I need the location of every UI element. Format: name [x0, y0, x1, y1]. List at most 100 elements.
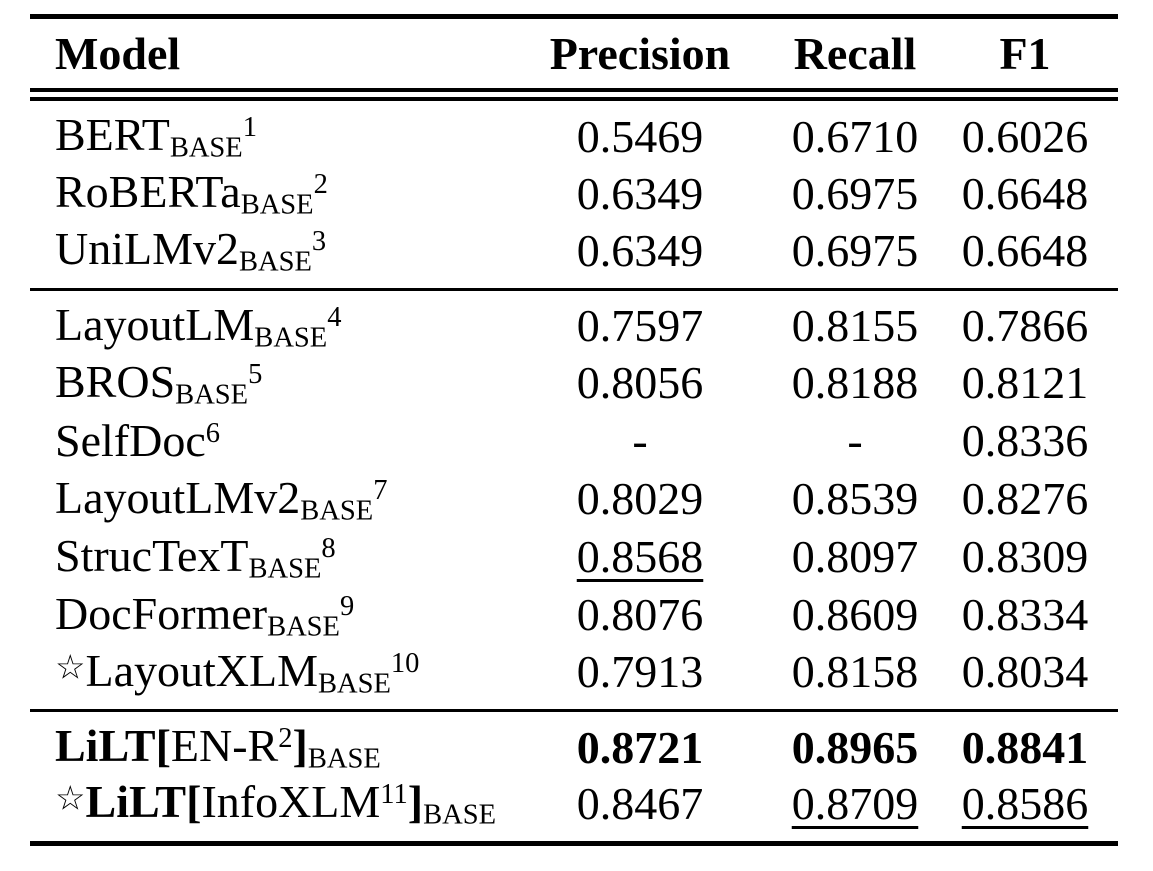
- metric-value: 0.8309: [961, 531, 1089, 583]
- model-results-table: Model Precision Recall F1 BERTBASE1 0.546…: [30, 14, 1118, 846]
- metric-value: 0.8539: [791, 473, 919, 525]
- model-name-cell: ☆LiLT[InfoXLM11]BASE: [30, 775, 502, 843]
- metric-value: 0.7597: [576, 300, 704, 352]
- metric-value: 0.5469: [576, 110, 704, 162]
- value-cell-f1: 0.8336: [932, 412, 1118, 470]
- footnote-superscript: 5: [248, 358, 263, 390]
- table-row: DocFormerBASE9 0.8076 0.8609 0.8334: [30, 586, 1118, 644]
- footnote-superscript: 2: [313, 168, 328, 200]
- metric-value: 0.6975: [791, 224, 919, 276]
- value-cell-recall: 0.8539: [778, 470, 932, 528]
- model-subscript: BASE: [169, 132, 243, 164]
- footnote-superscript: 3: [311, 226, 327, 258]
- value-cell-recall: 0.6975: [778, 164, 932, 222]
- table-row: LayoutLMBASE4 0.7597 0.8155 0.7866: [30, 289, 1118, 354]
- model-name-text: EN-R: [170, 720, 279, 772]
- value-cell-precision: -: [502, 412, 778, 470]
- model-name-text: ]: [292, 720, 308, 772]
- metric-value: 0.8155: [791, 300, 919, 352]
- star-icon: ☆: [55, 778, 86, 819]
- metric-value: 0.6026: [961, 110, 1089, 162]
- value-cell-recall: 0.8097: [778, 528, 932, 586]
- model-name-text: InfoXLM: [201, 776, 381, 828]
- metric-value: 0.8965: [791, 721, 919, 773]
- value-cell-f1: 0.8841: [932, 711, 1118, 776]
- table-row: LiLT[EN-R2]BASE 0.8721 0.8965 0.8841: [30, 711, 1118, 776]
- metric-value: 0.8709: [791, 777, 919, 829]
- star-icon: ☆: [55, 647, 86, 688]
- value-cell-f1: 0.8309: [932, 528, 1118, 586]
- footnote-superscript: 9: [339, 590, 355, 622]
- value-cell-f1: 0.6648: [932, 222, 1118, 289]
- table-group-3: LiLT[EN-R2]BASE 0.8721 0.8965 0.8841 ☆LiLT[I…: [30, 710, 1118, 844]
- column-header-recall: Recall: [793, 28, 917, 79]
- footnote-superscript: 7: [373, 474, 388, 506]
- value-cell-f1: 0.8586: [932, 775, 1118, 843]
- value-cell-recall: 0.8965: [778, 711, 932, 776]
- model-name-cell: DocFormerBASE9: [30, 586, 502, 644]
- footnote-superscript: 4: [327, 301, 342, 333]
- model-name-cell: LayoutLMv2BASE7: [30, 470, 502, 528]
- model-subscript: BASE: [423, 799, 496, 831]
- value-cell-precision: 0.5469: [502, 95, 778, 165]
- model-subscript: BASE: [267, 610, 340, 642]
- metric-value: 0.8467: [576, 777, 704, 829]
- metric-value: 0.8056: [576, 357, 704, 409]
- metric-value: 0.8841: [961, 721, 1089, 773]
- footnote-superscript: 6: [205, 418, 221, 450]
- model-name-text: LiLT[: [85, 776, 202, 828]
- value-cell-recall: 0.6975: [778, 222, 932, 289]
- metric-value: 0.8721: [576, 721, 704, 773]
- metric-value: 0.6349: [576, 167, 704, 219]
- model-subscript: BASE: [248, 552, 322, 584]
- model-name-cell: RoBERTaBASE2: [30, 164, 502, 222]
- footnote-superscript: 8: [321, 532, 336, 564]
- model-name-cell: StrucTexTBASE8: [30, 528, 502, 586]
- value-cell-precision: 0.8721: [502, 711, 778, 776]
- metric-value: 0.6648: [961, 167, 1089, 219]
- model-name-text: LayoutLMv2: [55, 471, 301, 523]
- model-name-text: RoBERTa: [55, 166, 241, 218]
- value-cell-precision: 0.8568: [502, 528, 778, 586]
- table-row: BROSBASE5 0.8056 0.8188 0.8121: [30, 354, 1118, 412]
- metric-value: 0.8586: [961, 777, 1089, 829]
- footnote-superscript: 1: [242, 111, 257, 143]
- model-name-text: SelfDoc: [55, 415, 206, 467]
- metric-value: 0.8188: [791, 357, 919, 409]
- model-subscript: BASE: [307, 743, 381, 775]
- metric-value: -: [632, 415, 648, 467]
- model-name-cell: BERTBASE1: [30, 95, 502, 165]
- table-row: BERTBASE1 0.5469 0.6710 0.6026: [30, 95, 1118, 165]
- table-group-2: LayoutLMBASE4 0.7597 0.8155 0.7866 BROSBASE5…: [30, 289, 1118, 711]
- value-cell-recall: 0.8158: [778, 644, 932, 711]
- value-cell-f1: 0.6648: [932, 164, 1118, 222]
- value-cell-f1: 0.8334: [932, 586, 1118, 644]
- model-name-text: BROS: [55, 355, 176, 407]
- table-row: ☆LiLT[InfoXLM11]BASE 0.8467 0.8709 0.8586: [30, 775, 1118, 843]
- metric-value: 0.7913: [576, 646, 704, 698]
- metric-value: 0.8334: [961, 589, 1089, 641]
- value-cell-recall: 0.6710: [778, 95, 932, 165]
- table-row: ☆LayoutXLMBASE10 0.7913 0.8158 0.8034: [30, 644, 1118, 711]
- metric-value: 0.7866: [961, 300, 1089, 352]
- model-name-cell: SelfDoc6: [30, 412, 502, 470]
- metric-value: 0.6648: [961, 224, 1089, 276]
- value-cell-precision: 0.7913: [502, 644, 778, 711]
- table-row: StrucTexTBASE8 0.8568 0.8097 0.8309: [30, 528, 1118, 586]
- table-row: UniLMv2BASE3 0.6349 0.6975 0.6648: [30, 222, 1118, 289]
- footnote-superscript: 10: [390, 647, 420, 679]
- value-cell-recall: -: [778, 412, 932, 470]
- value-cell-f1: 0.8034: [932, 644, 1118, 711]
- model-name-text: DocFormer: [55, 587, 268, 639]
- value-cell-precision: 0.7597: [502, 289, 778, 354]
- table-row: LayoutLMv2BASE7 0.8029 0.8539 0.8276: [30, 470, 1118, 528]
- table-group-1: BERTBASE1 0.5469 0.6710 0.6026 RoBERTaBASE2 0…: [30, 95, 1118, 290]
- value-cell-precision: 0.6349: [502, 164, 778, 222]
- model-name-cell: ☆LayoutXLMBASE10: [30, 644, 502, 711]
- model-name-cell: BROSBASE5: [30, 354, 502, 412]
- value-cell-f1: 0.8276: [932, 470, 1118, 528]
- metric-value: -: [847, 415, 863, 467]
- model-subscript: BASE: [300, 494, 374, 526]
- model-name-text: LayoutLM: [55, 298, 255, 350]
- value-cell-precision: 0.8076: [502, 586, 778, 644]
